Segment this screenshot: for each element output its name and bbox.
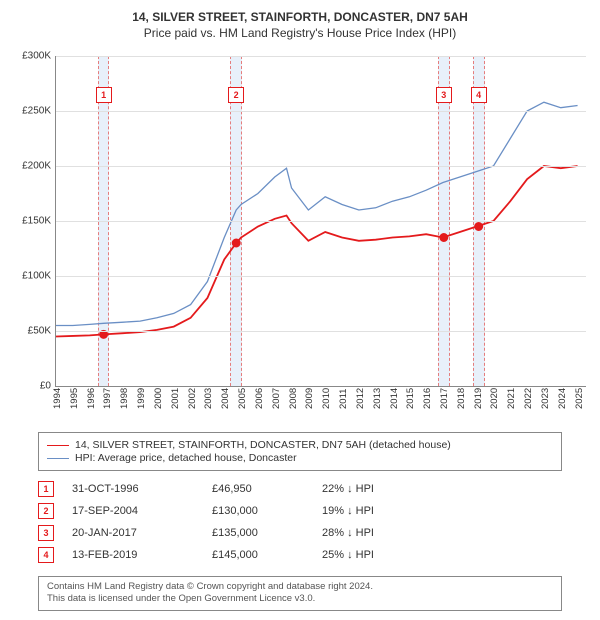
y-axis-label: £0 <box>6 381 51 392</box>
attribution-line1: Contains HM Land Registry data © Crown c… <box>47 581 553 593</box>
x-axis-label: 2009 <box>304 388 315 409</box>
x-axis-label: 2007 <box>271 388 282 409</box>
x-axis-label: 1998 <box>119 388 130 409</box>
sale-date: 17-SEP-2004 <box>72 505 212 517</box>
sale-badge: 3 <box>436 87 452 103</box>
sale-row-badge: 2 <box>38 503 54 519</box>
sale-pct-vs-hpi: 22% ↓ HPI <box>322 483 432 495</box>
x-axis-label: 2023 <box>540 388 551 409</box>
sales-table: 1 31-OCT-1996£46,95022% ↓ HPI 2 17-SEP-2004… <box>38 478 562 566</box>
x-axis-label: 1996 <box>86 388 97 409</box>
series-line-property <box>56 166 578 337</box>
x-axis-label: 2014 <box>389 388 400 409</box>
sale-date: 13-FEB-2019 <box>72 549 212 561</box>
legend-swatch <box>47 458 69 459</box>
plot-area: £0£50K£100K£150K£200K£250K£300K199419951… <box>55 56 586 387</box>
sale-row: 4 13-FEB-2019£145,00025% ↓ HPI <box>38 544 562 566</box>
x-axis-label: 2000 <box>153 388 164 409</box>
x-axis-label: 2012 <box>355 388 366 409</box>
x-axis-label: 2003 <box>203 388 214 409</box>
chart-subtitle: Price paid vs. HM Land Registry's House … <box>0 26 600 40</box>
x-axis-label: 2021 <box>506 388 517 409</box>
x-axis-label: 2005 <box>237 388 248 409</box>
legend-label: HPI: Average price, detached house, Donc… <box>75 452 297 464</box>
x-axis-label: 2020 <box>489 388 500 409</box>
sale-row: 3 20-JAN-2017£135,00028% ↓ HPI <box>38 522 562 544</box>
sale-marker-dot <box>440 234 447 241</box>
x-axis-label: 2024 <box>557 388 568 409</box>
sale-date: 20-JAN-2017 <box>72 527 212 539</box>
attribution-line2: This data is licensed under the Open Gov… <box>47 593 553 605</box>
sale-pct-vs-hpi: 19% ↓ HPI <box>322 505 432 517</box>
x-axis-label: 1994 <box>52 388 63 409</box>
sale-price: £46,950 <box>212 483 322 495</box>
legend-item: HPI: Average price, detached house, Donc… <box>47 452 553 464</box>
x-axis-label: 2001 <box>170 388 181 409</box>
x-axis-label: 2025 <box>574 388 585 409</box>
legend-item: 14, SILVER STREET, STAINFORTH, DONCASTER… <box>47 439 553 451</box>
y-axis-label: £200K <box>6 161 51 172</box>
y-axis-label: £300K <box>6 51 51 62</box>
x-axis-label: 2010 <box>321 388 332 409</box>
sale-row-badge: 1 <box>38 481 54 497</box>
sale-badge: 4 <box>471 87 487 103</box>
y-axis-label: £150K <box>6 216 51 227</box>
x-axis-label: 1997 <box>102 388 113 409</box>
sale-row-badge: 4 <box>38 547 54 563</box>
y-axis-label: £50K <box>6 326 51 337</box>
sale-date: 31-OCT-1996 <box>72 483 212 495</box>
x-axis-label: 2022 <box>523 388 534 409</box>
titles: 14, SILVER STREET, STAINFORTH, DONCASTER… <box>0 0 600 40</box>
x-axis-label: 1999 <box>136 388 147 409</box>
x-axis-label: 2011 <box>338 389 349 409</box>
legend-label: 14, SILVER STREET, STAINFORTH, DONCASTER… <box>75 439 451 451</box>
sale-pct-vs-hpi: 28% ↓ HPI <box>322 527 432 539</box>
sale-marker-dot <box>233 240 240 247</box>
x-axis-label: 2002 <box>187 388 198 409</box>
attribution: Contains HM Land Registry data © Crown c… <box>38 576 562 611</box>
sale-row: 1 31-OCT-1996£46,95022% ↓ HPI <box>38 478 562 500</box>
x-axis-label: 2013 <box>372 388 383 409</box>
sale-row-badge: 3 <box>38 525 54 541</box>
x-axis-label: 2008 <box>288 388 299 409</box>
sale-pct-vs-hpi: 25% ↓ HPI <box>322 549 432 561</box>
sale-price: £135,000 <box>212 527 322 539</box>
x-axis-label: 2018 <box>456 388 467 409</box>
legend: 14, SILVER STREET, STAINFORTH, DONCASTER… <box>38 432 562 471</box>
sale-price: £145,000 <box>212 549 322 561</box>
x-axis-label: 2004 <box>220 388 231 409</box>
legend-swatch <box>47 445 69 446</box>
x-axis-label: 2006 <box>254 388 265 409</box>
sale-price: £130,000 <box>212 505 322 517</box>
x-axis-label: 1995 <box>69 388 80 409</box>
chart-title: 14, SILVER STREET, STAINFORTH, DONCASTER… <box>0 10 600 24</box>
x-axis-label: 2016 <box>422 388 433 409</box>
sale-badge: 2 <box>228 87 244 103</box>
sale-marker-dot <box>475 223 482 230</box>
sale-badge: 1 <box>96 87 112 103</box>
x-axis-label: 2019 <box>473 388 484 409</box>
sale-row: 2 17-SEP-2004£130,00019% ↓ HPI <box>38 500 562 522</box>
y-axis-label: £250K <box>6 106 51 117</box>
chart-area: £0 £50K £100K £150K £200K £250K £300K 1994 1995 1… <box>0 46 600 426</box>
y-axis-label: £100K <box>6 271 51 282</box>
chart-container: 14, SILVER STREET, STAINFORTH, DONCASTER… <box>0 0 600 620</box>
x-axis-label: 2017 <box>439 388 450 409</box>
x-axis-label: 2015 <box>405 388 416 409</box>
